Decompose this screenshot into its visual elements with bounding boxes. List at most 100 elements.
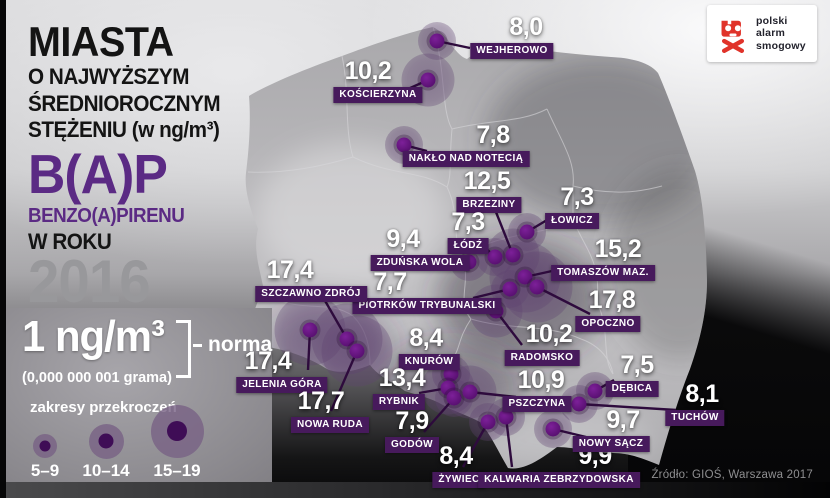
norm-value: 1 ng/m³ [22,312,165,361]
city-name-box: SZCZAWNO ZDRÓJ [255,286,367,302]
city-dot [429,33,445,49]
city-name-box: ZDUŃSKA WOLA [370,255,470,271]
title-sub3: STĘŻENIU (w ng/m³) [28,117,220,142]
city-label: 7,5 DĘBICA [605,353,659,397]
title-year: 2016 [28,247,151,315]
city-name-box: ŻYWIEC [432,472,486,488]
legend-range-dot [167,421,187,441]
connector-line [329,350,359,412]
city-label: 10,9 PSZCZYNA [502,368,572,412]
city-label: 7,9 GODÓW [385,407,439,453]
title-sub1: O NAJWYŻSZYM [28,64,189,89]
connector-line [536,285,591,316]
city-dot [443,366,459,382]
legend-range-circle-small [33,434,57,458]
smog-skull-icon [721,20,745,53]
city-dot [519,224,535,240]
connector-line [578,402,677,412]
city-name-box: KALWARIA ZEBRZYDOWSKA [478,472,640,488]
city-value: 12,5 [463,167,511,195]
city-label: 7,3 ŁÓDŹ [447,208,489,254]
connector-line [461,421,490,468]
logo-line3: smogowy [756,39,806,52]
city-value: 7,9 [395,407,429,435]
city-name-box: OPOCZNO [575,316,641,332]
city-value: 9,7 [606,406,640,434]
city-name-box: TUCHÓW [665,410,725,426]
city-value: 9,4 [386,225,420,253]
norm-bracket [176,320,191,378]
city-label: 17,4 SZCZAWNO ZDRÓJ [255,258,367,302]
city-name-box: GODÓW [385,437,439,453]
city-name-box: RADOMSKO [504,350,580,366]
legend-range-circle-large [150,404,204,458]
legend-range-dot [39,440,51,452]
city-dot [446,390,462,406]
city-label: 8,4 KNURÓW [398,324,460,370]
city-value: 7,3 [560,183,594,211]
title-acronym: B(A)P [28,142,168,205]
city-label: 13,4 RYBNIK [372,366,426,410]
city-name-box: RYBNIK [372,394,426,410]
city-dot [349,343,365,359]
city-dot [545,421,561,437]
city-name-box: ŁOWICZ [545,213,599,229]
city-label: 17,7 NOWA RUDA [290,389,370,433]
norm-subtext: (0,000 000 001 grama) [22,370,172,386]
city-label: 17,8 OPOCZNO [575,288,641,332]
city-dot [587,383,603,399]
city-name-box: TOMASZÓW MAZ. [551,265,655,281]
city-value: 7,3 [451,208,485,236]
city-dot [529,279,545,295]
legend-range-label: 5–9 [30,461,60,480]
city-dot [571,396,587,412]
title-substance: BENZO(A)PIRENU [28,204,185,227]
city-dot [498,409,514,425]
city-dot [517,269,533,285]
polski-alarm-smogowy-logo: polski alarm smogowy [707,5,817,62]
norm-dash [193,344,202,347]
city-value: 17,7 [297,387,345,415]
title-block: MIASTA O NAJWYŻSZYM ŚREDNIOROCZNYM STĘŻE… [28,18,221,315]
city-dot [420,72,436,88]
city-name-box: PIOTRKÓW TRYBUNALSKI [352,298,502,314]
city-value: 8,4 [409,324,443,352]
city-label: 17,4 JELENIA GÓRA [236,349,328,393]
city-dot [339,331,355,347]
ranges-title: zakresy przekroczeń [30,399,177,416]
norm-label: norma [208,333,273,356]
city-label: 15,2 TOMASZÓW MAZ. [551,237,655,281]
city-value: 10,9 [517,366,565,394]
city-value: 10,2 [344,57,392,85]
city-name-box: ŁÓDŹ [447,238,489,254]
legend-range-label: 15–19 [153,461,201,480]
city-label: 10,2 RADOMSKO [504,322,580,366]
city-name-box: PSZCZYNA [502,396,572,412]
city-dot [462,384,478,400]
city-name-box: KNURÓW [398,354,460,370]
city-label: 9,7 NOWY SĄCZ [572,408,650,452]
city-value: 8,4 [439,442,473,470]
city-label: 9,4 ZDUŃSKA WOLA [370,227,470,271]
city-label: 10,2 KOŚCIERZYNA [333,59,423,103]
legend-range-circle-medium [88,423,124,459]
city-name-box: NOWA RUDA [290,417,370,433]
city-label: 7,3 ŁOWICZ [545,185,599,229]
legend-range-label: 10–14 [82,461,130,480]
city-dot [396,137,412,153]
city-value: 15,2 [594,235,642,263]
source-credit: Źródło: GIOŚ, Warszawa 2017 [651,469,813,481]
city-label: 12,5 BRZEZINY [456,167,522,213]
city-value: 8,1 [685,380,719,408]
title-main: MIASTA [28,18,174,65]
city-name-box: BRZEZINY [456,197,522,213]
city-name-box: WEJHEROWO [470,43,554,59]
city-label: 8,1 TUCHÓW [665,382,725,426]
city-name-box: NAKŁO NAD NOTECIĄ [402,151,530,167]
city-label: 7,7 PIOTRKÓW TRYBUNALSKI [352,270,502,314]
city-value: 17,8 [588,286,636,314]
city-name-box: NOWY SĄCZ [572,436,650,452]
logo-line2: alarm [756,27,786,40]
city-value: 17,4 [266,256,314,284]
